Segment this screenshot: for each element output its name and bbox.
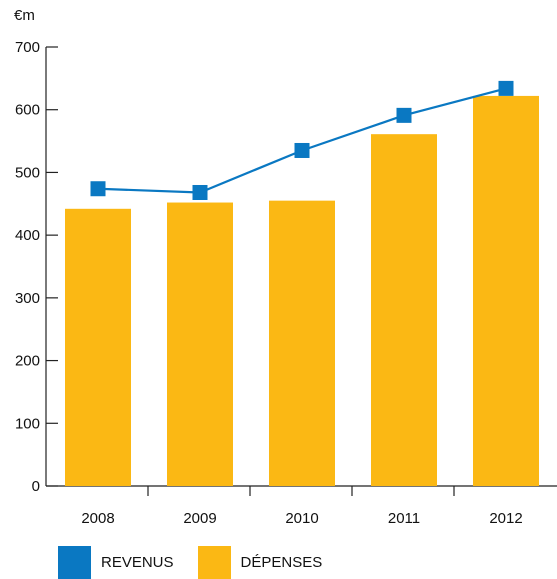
bar-2011 (371, 134, 437, 486)
revenus-point-2011 (396, 107, 412, 123)
legend-swatch-depenses (197, 546, 231, 579)
y-tick-label: 200 (15, 353, 40, 370)
line-series-revenus (90, 80, 514, 200)
unit-label: €m (14, 7, 35, 24)
legend-item-revenus: REVENUS (58, 546, 174, 579)
bar-2008 (65, 208, 131, 486)
revenus-point-2009 (192, 184, 208, 200)
x-tick-label: 2010 (285, 510, 318, 527)
x-tick-label: 2011 (388, 510, 420, 527)
y-tick-label: 400 (15, 227, 40, 244)
legend-item-depenses: DÉPENSES (197, 546, 323, 579)
revenus-line (97, 87, 507, 194)
revenus-point-2012 (498, 80, 514, 96)
x-tick-label: 2008 (81, 510, 114, 527)
legend-label-depenses: DÉPENSES (240, 554, 323, 571)
legend-swatch-revenus (58, 546, 91, 579)
y-tick-label: 300 (15, 290, 40, 307)
bar-2012 (473, 95, 539, 486)
y-tick-label: 600 (15, 102, 40, 119)
revenus-point-2010 (294, 142, 310, 158)
y-tick-label: 700 (15, 39, 40, 56)
bar-series-depenses (65, 95, 539, 486)
y-tick-label: 500 (15, 164, 40, 181)
legend: REVENUS DÉPENSES (58, 546, 342, 579)
y-tick-label: 0 (32, 478, 40, 495)
x-tick-label: 2009 (183, 510, 216, 527)
x-axis: 2008 2009 2010 2011 2012 (46, 485, 557, 527)
y-axis: 0 100 200 300 400 500 600 700 (15, 39, 58, 495)
revenus-point-2008 (90, 181, 106, 197)
legend-label-revenus: REVENUS (101, 554, 174, 571)
y-tick-label: 100 (15, 415, 40, 432)
bar-2010 (269, 200, 335, 486)
x-tick-label: 2012 (489, 510, 522, 527)
bar-2009 (167, 202, 233, 486)
